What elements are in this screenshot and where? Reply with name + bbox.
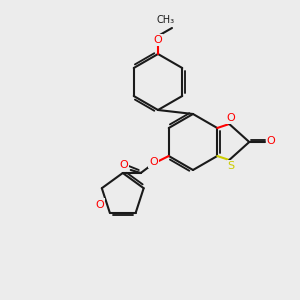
Text: O: O (227, 113, 236, 123)
Text: S: S (228, 161, 235, 171)
Text: O: O (119, 160, 128, 170)
Text: O: O (95, 200, 104, 209)
Text: O: O (267, 136, 276, 146)
Text: O: O (154, 35, 162, 45)
Text: CH₃: CH₃ (157, 15, 175, 25)
Text: O: O (149, 157, 158, 167)
